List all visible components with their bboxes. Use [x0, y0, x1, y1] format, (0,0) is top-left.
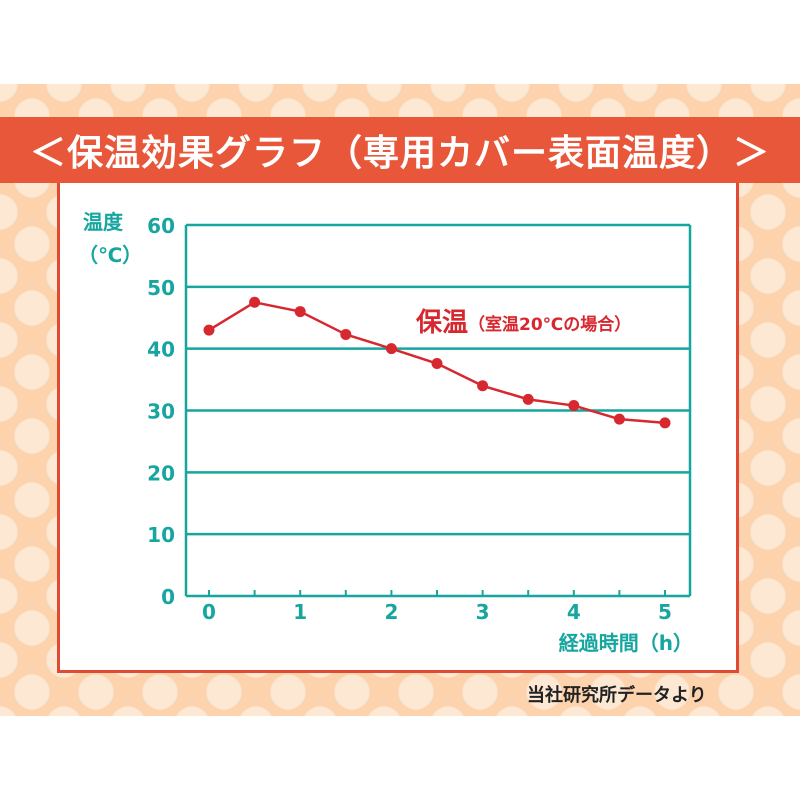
- x-tick-label: 1: [293, 600, 307, 624]
- data-point: [477, 380, 489, 392]
- x-tick-label: 2: [384, 600, 398, 624]
- y-tick-label: 30: [147, 400, 175, 424]
- series-layer: [203, 296, 671, 429]
- series-label-main: 保温: [415, 308, 468, 338]
- y-tick-label: 60: [147, 214, 175, 238]
- source-note: 当社研究所データより: [527, 685, 707, 706]
- axis-layer: [184, 225, 692, 598]
- y-tick-label: 10: [147, 523, 175, 547]
- data-point: [203, 324, 215, 336]
- y-axis-label-line2: （℃）: [78, 243, 142, 267]
- y-tick-label: 40: [147, 338, 175, 362]
- x-axis-label: 経過時間（h）: [559, 631, 693, 655]
- y-tick-label: 20: [147, 461, 175, 485]
- series-label-sub: （室温20℃の場合）: [468, 314, 631, 335]
- data-point: [340, 328, 352, 340]
- x-tick-label: 5: [658, 600, 672, 624]
- grid-layer: [186, 223, 690, 536]
- x-tick-label: 3: [476, 600, 490, 624]
- tick-labels: 0 10 20 30 40 50 60 0 1 2 3 4 5: [147, 214, 672, 624]
- data-point: [385, 343, 397, 355]
- y-axis-label-line1: 温度: [83, 210, 124, 234]
- chart-title: ＜保温効果グラフ（専用カバー表面温度）＞: [29, 133, 770, 174]
- data-point: [613, 413, 625, 425]
- y-tick-label: 0: [161, 585, 175, 609]
- chart-panel: [57, 183, 739, 673]
- data-point: [568, 400, 580, 412]
- data-point: [249, 296, 261, 308]
- data-point: [294, 306, 306, 318]
- x-tick-label: 0: [202, 600, 216, 624]
- y-tick-label: 50: [147, 276, 175, 300]
- series-label: 保温（室温20℃の場合）: [415, 308, 631, 338]
- title-banner: ＜保温効果グラフ（専用カバー表面温度）＞: [0, 117, 800, 183]
- data-point: [431, 358, 443, 370]
- data-point: [659, 417, 671, 429]
- x-tick-label: 4: [567, 600, 581, 624]
- data-point: [522, 393, 534, 405]
